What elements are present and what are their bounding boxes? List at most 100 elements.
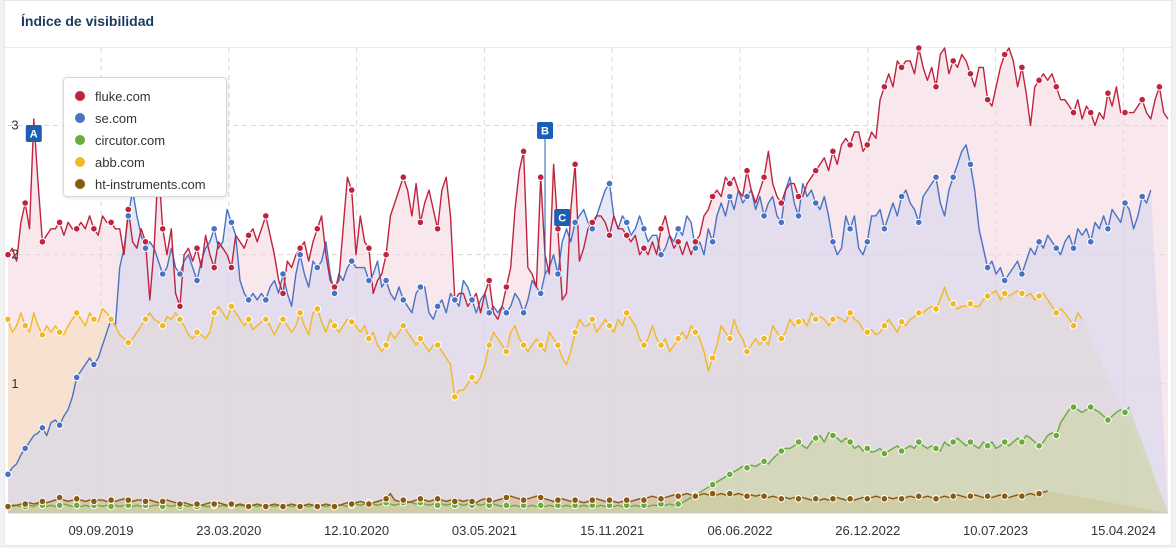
data-point-ht-instruments-com[interactable]: [1000, 492, 1009, 501]
data-point-fluke-com[interactable]: [107, 218, 115, 227]
data-point-fluke-com[interactable]: [382, 250, 390, 259]
data-point-fluke-com[interactable]: [1035, 76, 1043, 85]
data-point-ht-instruments-com[interactable]: [296, 502, 304, 511]
data-point-circutor-com[interactable]: [1104, 416, 1112, 424]
data-point-abb-com[interactable]: [605, 321, 614, 330]
data-point-circutor-com[interactable]: [1121, 408, 1129, 417]
data-point-se-com[interactable]: [90, 360, 98, 369]
data-point-se-com[interactable]: [210, 225, 218, 233]
data-point-fluke-com[interactable]: [829, 147, 837, 156]
data-point-fluke-com[interactable]: [588, 218, 597, 227]
data-point-fluke-com[interactable]: [1121, 108, 1129, 117]
data-point-abb-com[interactable]: [55, 328, 64, 337]
data-point-abb-com[interactable]: [347, 318, 356, 326]
data-point-abb-com[interactable]: [90, 315, 98, 324]
data-point-se-com[interactable]: [330, 289, 339, 298]
data-point-ht-instruments-com[interactable]: [330, 502, 339, 511]
data-point-ht-instruments-com[interactable]: [966, 492, 975, 501]
data-point-se-com[interactable]: [743, 192, 751, 201]
data-point-abb-com[interactable]: [485, 341, 494, 349]
data-point-ht-instruments-com[interactable]: [536, 493, 545, 502]
data-point-fluke-com[interactable]: [210, 263, 218, 272]
data-point-abb-com[interactable]: [141, 315, 150, 324]
data-point-se-com[interactable]: [313, 263, 322, 272]
data-point-abb-com[interactable]: [949, 300, 958, 308]
data-point-fluke-com[interactable]: [657, 225, 665, 233]
data-point-se-com[interactable]: [640, 225, 648, 233]
data-point-se-com[interactable]: [38, 424, 47, 432]
data-point-circutor-com[interactable]: [915, 438, 923, 446]
data-point-ht-instruments-com[interactable]: [949, 492, 958, 501]
data-point-se-com[interactable]: [21, 444, 30, 453]
event-marker-b[interactable]: [537, 122, 554, 139]
data-point-abb-com[interactable]: [983, 292, 992, 300]
data-point-ht-instruments-com[interactable]: [588, 496, 597, 504]
data-point-fluke-com[interactable]: [554, 225, 562, 233]
data-point-ht-instruments-com[interactable]: [777, 495, 786, 503]
data-point-abb-com[interactable]: [966, 300, 975, 308]
data-point-fluke-com[interactable]: [708, 192, 717, 201]
data-point-se-com[interactable]: [1035, 238, 1043, 246]
data-point-abb-com[interactable]: [451, 393, 459, 401]
data-point-circutor-com[interactable]: [1018, 438, 1026, 446]
data-point-se-com[interactable]: [915, 218, 923, 227]
data-point-fluke-com[interactable]: [777, 199, 786, 207]
data-point-abb-com[interactable]: [588, 315, 597, 324]
data-point-ht-instruments-com[interactable]: [571, 496, 579, 504]
data-point-abb-com[interactable]: [691, 328, 700, 337]
data-point-abb-com[interactable]: [382, 341, 390, 349]
data-point-fluke-com[interactable]: [1069, 108, 1078, 117]
data-point-ht-instruments-com[interactable]: [622, 496, 631, 504]
data-point-ht-instruments-com[interactable]: [708, 489, 717, 498]
data-point-se-com[interactable]: [829, 238, 837, 246]
data-point-se-com[interactable]: [794, 212, 803, 220]
data-point-fluke-com[interactable]: [1086, 108, 1095, 117]
data-point-se-com[interactable]: [1086, 238, 1095, 246]
data-point-se-com[interactable]: [1018, 270, 1026, 278]
data-point-fluke-com[interactable]: [485, 276, 494, 285]
data-point-abb-com[interactable]: [193, 328, 201, 337]
data-point-abb-com[interactable]: [1000, 289, 1009, 298]
data-point-fluke-com[interactable]: [519, 147, 528, 156]
data-point-fluke-com[interactable]: [193, 244, 201, 252]
data-point-abb-com[interactable]: [296, 309, 304, 317]
data-point-ht-instruments-com[interactable]: [502, 493, 511, 502]
data-point-circutor-com[interactable]: [949, 438, 958, 446]
data-point-fluke-com[interactable]: [536, 173, 545, 181]
data-point-se-com[interactable]: [279, 270, 287, 278]
data-point-se-com[interactable]: [846, 225, 854, 233]
data-point-se-com[interactable]: [399, 296, 408, 304]
data-point-abb-com[interactable]: [227, 302, 236, 311]
data-point-fluke-com[interactable]: [330, 283, 339, 291]
data-point-circutor-com[interactable]: [829, 431, 837, 440]
legend-item-ht-instruments-com[interactable]: ht-instruments.com: [64, 173, 226, 195]
data-point-circutor-com[interactable]: [932, 444, 940, 453]
data-point-se-com[interactable]: [416, 283, 425, 291]
data-point-fluke-com[interactable]: [846, 141, 854, 149]
data-point-abb-com[interactable]: [279, 315, 287, 324]
data-point-se-com[interactable]: [691, 244, 700, 252]
data-point-fluke-com[interactable]: [966, 70, 975, 78]
data-point-se-com[interactable]: [296, 250, 304, 259]
data-point-fluke-com[interactable]: [880, 83, 889, 91]
data-point-abb-com[interactable]: [365, 334, 373, 343]
data-point-fluke-com[interactable]: [124, 205, 133, 214]
data-point-ht-instruments-com[interactable]: [382, 495, 390, 503]
data-point-fluke-com[interactable]: [1104, 89, 1112, 97]
data-point-circutor-com[interactable]: [726, 470, 734, 479]
data-point-fluke-com[interactable]: [21, 199, 30, 207]
data-point-se-com[interactable]: [571, 218, 579, 227]
data-point-abb-com[interactable]: [726, 334, 734, 343]
data-point-ht-instruments-com[interactable]: [794, 495, 803, 503]
data-point-ht-instruments-com[interactable]: [38, 497, 47, 506]
data-point-ht-instruments-com[interactable]: [244, 502, 253, 511]
data-point-fluke-com[interactable]: [279, 289, 287, 298]
data-point-se-com[interactable]: [4, 470, 12, 479]
data-point-ht-instruments-com[interactable]: [21, 500, 30, 508]
data-point-abb-com[interactable]: [829, 315, 837, 324]
data-point-se-com[interactable]: [949, 173, 958, 181]
data-point-ht-instruments-com[interactable]: [262, 502, 270, 511]
data-point-fluke-com[interactable]: [399, 173, 408, 181]
data-point-se-com[interactable]: [1052, 244, 1061, 252]
data-point-ht-instruments-com[interactable]: [485, 496, 494, 504]
